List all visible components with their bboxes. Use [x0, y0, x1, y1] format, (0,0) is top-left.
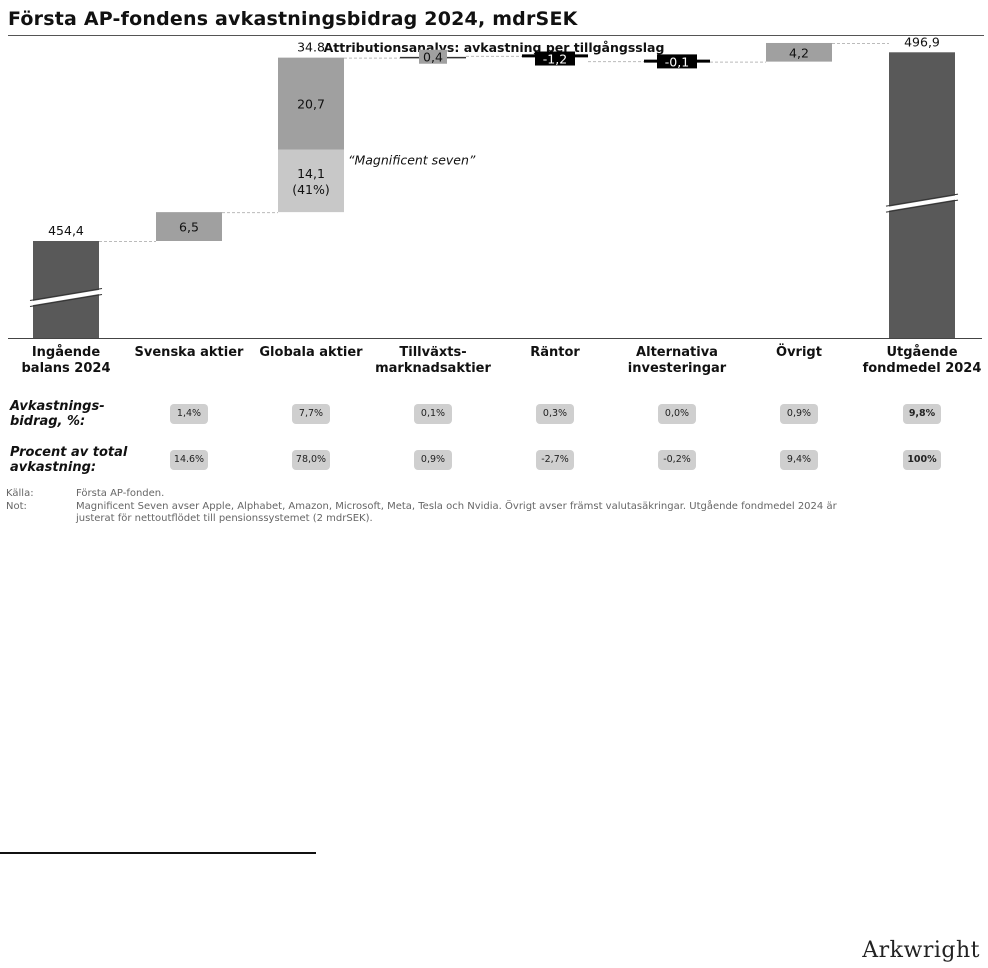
table-cell: 0,9%	[780, 404, 818, 424]
table-row-label: Procent av total avkastning:	[10, 445, 127, 475]
axis-break-mark	[885, 199, 959, 213]
table-cell: -0,2%	[658, 450, 696, 470]
bar-value-label: -1,2	[543, 52, 567, 67]
bar-total	[33, 241, 99, 338]
brand-logo: Arkwright	[862, 938, 980, 963]
table-cell: 0,0%	[658, 404, 696, 424]
magnificent-seven-annotation: “Magnificent seven”	[348, 153, 476, 168]
bar-segment-magnificent-seven	[278, 149, 344, 213]
bar-value-label: 454,4	[48, 223, 84, 238]
table-cell: 0,3%	[536, 404, 574, 424]
bar-positive	[766, 42, 832, 62]
bar-negative	[657, 54, 697, 69]
bar-value-label: 6,5	[179, 220, 199, 235]
axis-break-mark	[885, 195, 959, 212]
segment-value-label: 14,1	[297, 166, 325, 181]
bar-value-label: 34.8	[297, 40, 325, 55]
category-label: investeringar	[628, 361, 727, 376]
bar-segment-other-global	[278, 57, 344, 150]
table-cell: 0,9%	[414, 450, 452, 470]
table-cell: -2,7%	[536, 450, 574, 470]
table-row-label: Avkastnings-bidrag, %:	[10, 399, 105, 429]
bar-value-label: 4,2	[789, 45, 809, 60]
table-cell: 9,8%	[903, 404, 941, 424]
table-cell: 0,1%	[414, 404, 452, 424]
category-label: Alternativa	[636, 345, 718, 360]
segment-share-label: (41%)	[292, 182, 330, 197]
chart-title: Första AP-fondens avkastningsbidrag 2024…	[8, 8, 578, 30]
segment-value-label: 20,7	[297, 97, 325, 112]
bar-total	[889, 52, 955, 339]
bar-positive	[156, 212, 222, 241]
bar-negative	[535, 51, 575, 66]
axis-break-mark	[29, 289, 103, 306]
category-label: Övrigt	[776, 344, 822, 360]
category-label: Globala aktier	[259, 345, 363, 360]
axis-break-mark	[29, 288, 103, 301]
category-label: Utgående	[886, 345, 957, 360]
source-label: Källa:	[6, 488, 34, 499]
table-row-label-line: Procent av total	[10, 445, 128, 460]
note-text-line1: Magnificent Seven avser Apple, Alphabet,…	[76, 501, 837, 512]
note-text-line2: justerat för nettoutflödet till pensions…	[76, 513, 373, 524]
category-label: marknadsaktier	[375, 361, 491, 376]
table-cell: 78,0%	[292, 450, 330, 470]
table-cell: 100%	[903, 450, 941, 470]
bar-value-label: -0,1	[665, 54, 689, 69]
category-label: balans 2024	[21, 361, 110, 376]
category-label: Tillväxts-	[399, 345, 466, 360]
bar-value-label: 0,4	[423, 50, 443, 65]
note-label: Not:	[6, 501, 27, 512]
bar-value-label: 496,9	[904, 34, 940, 49]
bottom-divider	[0, 852, 316, 854]
chart-subtitle: Attributionsanalys: avkastning per tillg…	[323, 40, 665, 55]
table-row-label-line: avkastning:	[10, 460, 97, 475]
title-divider	[8, 35, 984, 36]
table-cell: 14.6%	[170, 450, 208, 470]
axis-break-mark	[885, 193, 959, 207]
category-label: Ingående	[32, 345, 101, 360]
category-label: fondmedel 2024	[863, 361, 982, 376]
table-cell: 1,4%	[170, 404, 208, 424]
category-label: Svenska aktier	[135, 345, 244, 360]
table-cell: 7,7%	[292, 404, 330, 424]
axis-break-mark	[29, 294, 103, 307]
table-row-label-line: Avkastnings-	[10, 399, 105, 414]
table-row-label-line: bidrag, %:	[10, 414, 86, 429]
table-cell: 9,4%	[780, 450, 818, 470]
category-label: Räntor	[530, 345, 580, 360]
source-text: Första AP-fonden.	[76, 488, 165, 499]
bar-positive	[419, 49, 447, 64]
